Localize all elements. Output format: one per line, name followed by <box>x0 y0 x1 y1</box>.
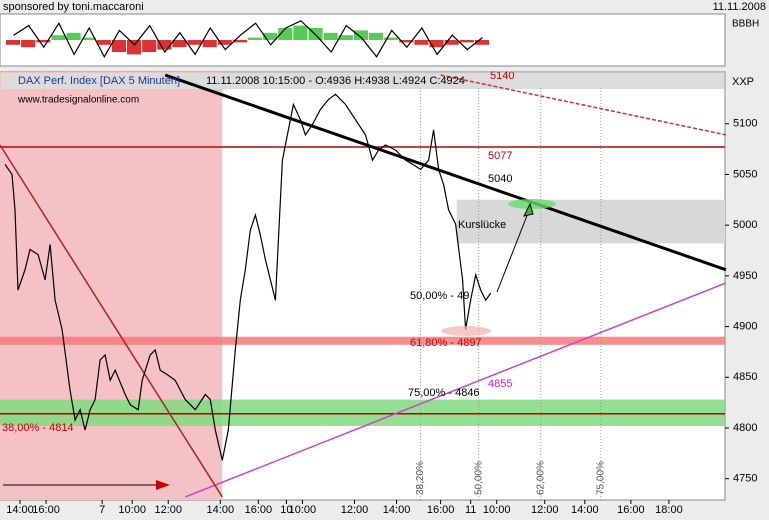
x-tick-label: 10:00 <box>118 504 146 516</box>
indicator-bar <box>474 40 489 45</box>
y-tick-label: 4800 <box>733 422 757 434</box>
x-tick-label: 7 <box>99 504 105 516</box>
y-tick-label: 5000 <box>733 219 757 231</box>
fib-label: 50,00% <box>473 461 484 495</box>
annotation: 61,80% - 4897 <box>410 337 482 349</box>
annotation: 5040 <box>488 173 512 185</box>
indicator-bar <box>459 40 474 43</box>
annotation: 4855 <box>488 378 512 390</box>
time-arrow-head <box>156 480 170 490</box>
x-tick-label: 14:00 <box>6 504 34 516</box>
indicator-bar <box>399 40 414 43</box>
x-tick-label: 16:00 <box>245 504 273 516</box>
fib-label: 75,00% <box>595 461 606 495</box>
indicator-bar <box>111 40 126 52</box>
trend-line <box>0 144 223 498</box>
indicator-bar <box>232 40 247 43</box>
x-tick-label: 12:00 <box>531 504 559 516</box>
trend-line <box>184 282 727 498</box>
band <box>0 336 725 345</box>
indicator-bar <box>96 40 111 45</box>
annotation: 75,00% - 4846 <box>408 387 480 399</box>
y-tick-label: 4950 <box>733 270 757 282</box>
indicator-bar <box>202 40 217 48</box>
indicator-bar <box>278 28 293 40</box>
y-tick-label: 4750 <box>733 473 757 485</box>
indicator-bar <box>21 40 36 48</box>
trend-line <box>164 73 727 272</box>
x-tick-label: 10 <box>280 504 292 516</box>
arrow <box>496 207 531 293</box>
x-tick-label: 10:00 <box>289 504 317 516</box>
symbol: XXP <box>732 76 754 88</box>
indicator-bar <box>36 40 51 43</box>
annotation: 38,00% - 4814 <box>2 422 74 434</box>
source: www.tradesignalonline.com <box>17 95 139 106</box>
target-marker <box>508 199 556 209</box>
indicator-bar <box>293 25 308 40</box>
indicator-bar <box>6 40 21 45</box>
x-tick-label: 11 <box>465 504 476 516</box>
indicator-bar <box>353 30 368 40</box>
x-tick-label: 14:00 <box>383 504 411 516</box>
indicator-bar <box>323 32 338 40</box>
session-shading <box>0 72 223 500</box>
indicator-bar <box>172 40 187 48</box>
indicator-line <box>13 20 483 59</box>
indicator-bar <box>66 32 81 40</box>
indicator-bar <box>142 40 157 52</box>
low-marker <box>441 326 491 336</box>
y-tick-label: 4900 <box>733 320 757 332</box>
indicator-bar <box>338 35 353 40</box>
band <box>0 399 725 426</box>
y-tick-label: 5050 <box>733 168 757 180</box>
indicator-bar <box>369 32 384 40</box>
indicator-bar <box>429 40 444 48</box>
indicator-bar <box>217 40 232 45</box>
indicator-bar <box>51 35 66 40</box>
indicator-bar <box>263 32 278 40</box>
indicator-bar <box>414 40 429 45</box>
x-tick-label: 14:00 <box>571 504 599 516</box>
chart-title: DAX Perf. Index [DAX 5 Minuten] <box>18 75 180 87</box>
indicator-bar <box>157 40 172 50</box>
trend-line <box>440 74 727 136</box>
x-tick-label: 16:00 <box>32 504 60 516</box>
header-strip <box>1 73 724 89</box>
indicator-bar <box>187 40 202 45</box>
fib-label: 62,00% <box>535 461 546 495</box>
x-tick-label: 10:00 <box>483 504 511 516</box>
x-tick-label: 16:00 <box>427 504 455 516</box>
indicator-bar <box>444 40 459 45</box>
arrow-head <box>523 202 534 217</box>
y-tick-label: 5100 <box>733 118 757 130</box>
x-tick-label: 16:00 <box>617 504 645 516</box>
indicator-bar <box>248 37 263 40</box>
indicator-label: BBBH <box>732 19 759 30</box>
indicator-bar <box>127 40 142 55</box>
price-line <box>4 93 492 461</box>
annotation: 5077 <box>488 150 512 162</box>
annotation: Kurslücke <box>458 219 506 231</box>
date: 11.11.2008 <box>713 1 766 13</box>
sponsor: sponsored by toni.maccaroni <box>3 1 144 13</box>
y-tick-label: 4850 <box>733 371 757 383</box>
annotation: 5140 <box>490 70 514 82</box>
indicator-bar <box>384 37 399 40</box>
x-tick-label: 14:00 <box>207 504 235 516</box>
x-tick-label: 12:00 <box>154 504 182 516</box>
x-tick-label: 12:00 <box>341 504 369 516</box>
fib-label: 38,20% <box>415 461 426 495</box>
annotation: 50,00% - 49 <box>410 290 469 302</box>
chart-subtitle: 11.11.2008 10:15:00 - O:4936 H:4938 L:49… <box>206 75 465 87</box>
indicator-bar <box>81 37 96 40</box>
x-tick-label: 18:00 <box>655 504 683 516</box>
